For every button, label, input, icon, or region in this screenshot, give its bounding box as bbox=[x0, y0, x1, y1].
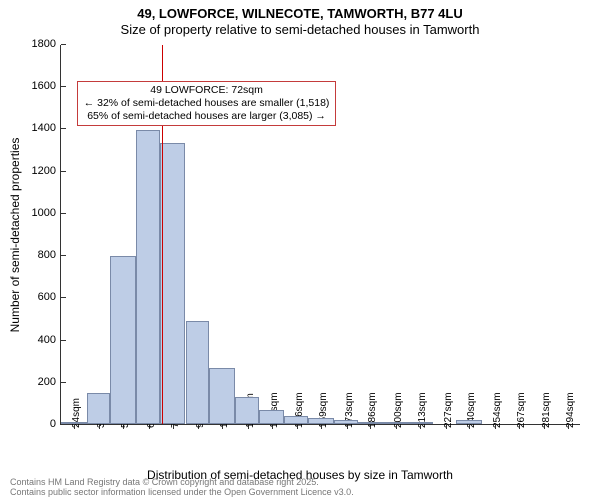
histogram-bar bbox=[186, 321, 210, 424]
y-tick-label: 800 bbox=[38, 249, 61, 261]
y-axis-label: Number of semi-detached properties bbox=[8, 138, 22, 333]
annotation-line-3: 65% of semi-detached houses are larger (… bbox=[84, 110, 330, 123]
annotation-box: 49 LOWFORCE: 72sqm← 32% of semi-detached… bbox=[77, 81, 337, 126]
x-tick-label: 281sqm bbox=[541, 392, 552, 428]
x-tick-label: 227sqm bbox=[443, 392, 454, 428]
chart-title-main: 49, LOWFORCE, WILNECOTE, TAMWORTH, B77 4… bbox=[0, 6, 600, 21]
chart-title-sub: Size of property relative to semi-detach… bbox=[0, 22, 600, 37]
attribution-text: Contains HM Land Registry data © Crown c… bbox=[10, 478, 354, 498]
y-tick-label: 0 bbox=[50, 418, 61, 430]
histogram-bar bbox=[407, 422, 433, 424]
histogram-bar bbox=[160, 143, 186, 424]
histogram-bar bbox=[308, 418, 334, 424]
histogram-bar bbox=[61, 422, 87, 424]
y-tick-label: 400 bbox=[38, 334, 61, 346]
y-tick-label: 600 bbox=[38, 291, 61, 303]
y-tick-label: 1800 bbox=[32, 38, 61, 50]
histogram-bar bbox=[358, 422, 384, 424]
histogram-bar bbox=[456, 420, 482, 424]
x-tick-label: 267sqm bbox=[516, 392, 527, 428]
plot-area: 02004006008001000120014001600180024sqm38… bbox=[60, 45, 580, 425]
y-tick-label: 1000 bbox=[32, 207, 61, 219]
x-tick-label: 254sqm bbox=[492, 392, 503, 428]
property-size-histogram: 49, LOWFORCE, WILNECOTE, TAMWORTH, B77 4… bbox=[0, 0, 600, 500]
x-tick-label: 294sqm bbox=[565, 392, 576, 428]
histogram-bar bbox=[284, 416, 308, 424]
histogram-bar bbox=[235, 397, 259, 424]
histogram-bar bbox=[209, 368, 235, 424]
histogram-bar bbox=[259, 410, 285, 424]
histogram-bar bbox=[383, 422, 407, 424]
histogram-bar bbox=[110, 256, 136, 424]
y-tick-label: 1600 bbox=[32, 80, 61, 92]
y-tick-label: 200 bbox=[38, 376, 61, 388]
histogram-bar bbox=[334, 420, 358, 424]
y-tick-label: 1200 bbox=[32, 165, 61, 177]
attribution-line-2: Contains public sector information licen… bbox=[10, 488, 354, 498]
histogram-bar bbox=[136, 130, 160, 425]
annotation-line-2: ← 32% of semi-detached houses are smalle… bbox=[84, 97, 330, 110]
y-tick-label: 1400 bbox=[32, 122, 61, 134]
annotation-line-1: 49 LOWFORCE: 72sqm bbox=[84, 84, 330, 97]
histogram-bar bbox=[87, 393, 111, 424]
